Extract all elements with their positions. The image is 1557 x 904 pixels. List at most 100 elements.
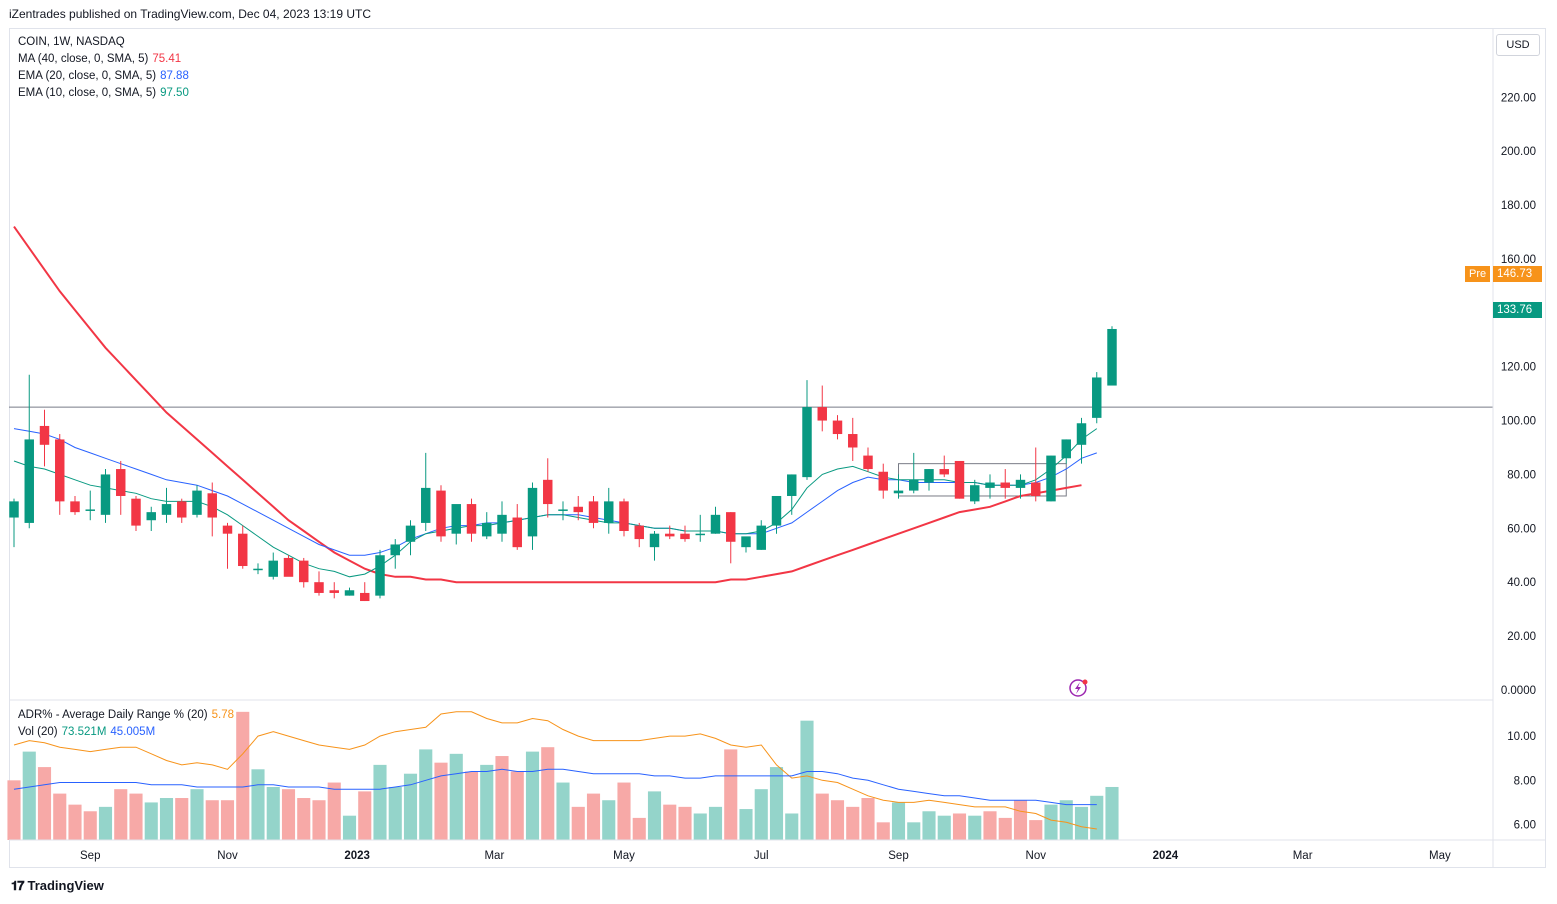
ema20-value: 87.88 bbox=[160, 70, 189, 82]
candle-body bbox=[802, 407, 812, 478]
candle bbox=[665, 525, 675, 540]
ema10-line bbox=[13, 428, 1098, 578]
candle-body bbox=[116, 469, 126, 496]
adr-legend[interactable]: ADR% - Average Daily Range % (20) 5.78 bbox=[18, 707, 234, 724]
volume-bar bbox=[327, 782, 341, 840]
candle-body bbox=[192, 490, 202, 515]
candle bbox=[1015, 474, 1026, 499]
volume-bar bbox=[922, 811, 936, 840]
ema20-legend[interactable]: EMA (20, close, 0, SMA, 5) 87.88 bbox=[18, 68, 189, 85]
volume-bar bbox=[419, 749, 433, 840]
candle-body bbox=[1107, 328, 1117, 386]
ema10-legend[interactable]: EMA (10, close, 0, SMA, 5) 97.50 bbox=[18, 85, 189, 102]
ma40-legend[interactable]: MA (40, close, 0, SMA, 5) 75.41 bbox=[18, 51, 189, 68]
volume-bar bbox=[220, 800, 235, 840]
volume-bar bbox=[434, 762, 448, 840]
candle-body bbox=[741, 536, 751, 548]
volume-bar bbox=[403, 773, 418, 840]
volume-bar bbox=[663, 804, 677, 840]
candle bbox=[161, 487, 172, 523]
volume-bar bbox=[1105, 786, 1119, 840]
candle bbox=[558, 501, 568, 521]
volume-bar bbox=[830, 800, 845, 840]
volume-bar bbox=[937, 815, 951, 840]
volume-bar bbox=[785, 813, 799, 840]
volume-bar bbox=[159, 798, 174, 840]
candle-body bbox=[9, 501, 19, 518]
volume-bar bbox=[480, 764, 494, 840]
volume-bar bbox=[724, 749, 738, 840]
candle bbox=[1092, 372, 1102, 424]
vol-legend[interactable]: Vol (20) 73.521M 45.005M bbox=[18, 724, 234, 741]
volume-bar bbox=[952, 813, 967, 840]
price-tick-label: 180.00 bbox=[1501, 200, 1536, 212]
candle-body bbox=[207, 493, 217, 518]
candle-body bbox=[527, 487, 538, 537]
candle bbox=[466, 498, 477, 542]
volume-bar bbox=[678, 806, 692, 840]
candle bbox=[436, 485, 446, 542]
candle bbox=[924, 469, 934, 491]
candle bbox=[939, 455, 949, 478]
lower-legend: ADR% - Average Daily Range % (20) 5.78 Vo… bbox=[18, 707, 234, 741]
adr-tick-label: 8.00 bbox=[1514, 775, 1536, 787]
tradingview-logo[interactable]: 𝟏𝟕 TradingView bbox=[11, 878, 104, 894]
volume-bar bbox=[983, 811, 997, 840]
candle bbox=[24, 374, 34, 529]
candle bbox=[177, 498, 187, 523]
candle-body bbox=[558, 509, 568, 511]
volume-bar bbox=[1044, 804, 1058, 840]
volume-bar bbox=[800, 720, 814, 840]
volume-bar bbox=[571, 806, 585, 840]
candle-body bbox=[832, 420, 843, 435]
candle bbox=[39, 409, 50, 467]
price-tick-label: 100.00 bbox=[1501, 416, 1536, 428]
candle-body bbox=[695, 533, 705, 536]
candle-body bbox=[787, 474, 797, 496]
candle-body bbox=[344, 590, 355, 596]
candle-body bbox=[100, 474, 111, 515]
candle-body bbox=[543, 479, 553, 505]
volume-bar bbox=[1059, 800, 1073, 840]
candle-body bbox=[756, 525, 766, 550]
candle-body bbox=[131, 498, 141, 526]
candle bbox=[314, 571, 324, 596]
candle-body bbox=[771, 495, 782, 526]
volume-bar bbox=[739, 809, 753, 840]
price-tick-label: 80.00 bbox=[1507, 469, 1536, 481]
vol-value-1: 73.521M bbox=[61, 726, 107, 738]
candle-body bbox=[817, 407, 827, 421]
volume-bar bbox=[586, 793, 601, 840]
adr-tick-label: 6.00 bbox=[1514, 820, 1536, 832]
volume-bar bbox=[525, 751, 540, 840]
volume-bar bbox=[693, 813, 707, 840]
candle bbox=[482, 512, 492, 540]
candle-body bbox=[85, 509, 95, 511]
candle-body bbox=[405, 525, 416, 542]
main-legend: COIN, 1W, NASDAQ MA (40, close, 0, SMA, … bbox=[18, 34, 189, 102]
volume-bar bbox=[632, 817, 646, 840]
symbol-legend[interactable]: COIN, 1W, NASDAQ bbox=[18, 36, 125, 48]
candle-body bbox=[680, 533, 690, 540]
candle-body bbox=[55, 439, 65, 502]
currency-button[interactable]: USD bbox=[1496, 34, 1540, 56]
candle bbox=[680, 525, 690, 542]
candle bbox=[848, 417, 858, 461]
volume-bar bbox=[1029, 820, 1043, 840]
volume-bar bbox=[495, 756, 509, 840]
candle bbox=[116, 460, 126, 515]
candle bbox=[100, 469, 111, 523]
volume-bar bbox=[251, 769, 265, 840]
candle-body bbox=[939, 469, 949, 475]
price-tick-label: 20.00 bbox=[1507, 631, 1536, 643]
candle-body bbox=[893, 490, 904, 494]
candle bbox=[512, 504, 522, 550]
volume-bar bbox=[7, 780, 21, 840]
lightning-icon[interactable] bbox=[1069, 679, 1088, 697]
vol-label: Vol (20) bbox=[18, 726, 58, 738]
candle-body bbox=[390, 544, 400, 556]
candle-body bbox=[268, 560, 278, 577]
candle-body bbox=[1061, 439, 1071, 459]
candle-body bbox=[512, 517, 522, 548]
